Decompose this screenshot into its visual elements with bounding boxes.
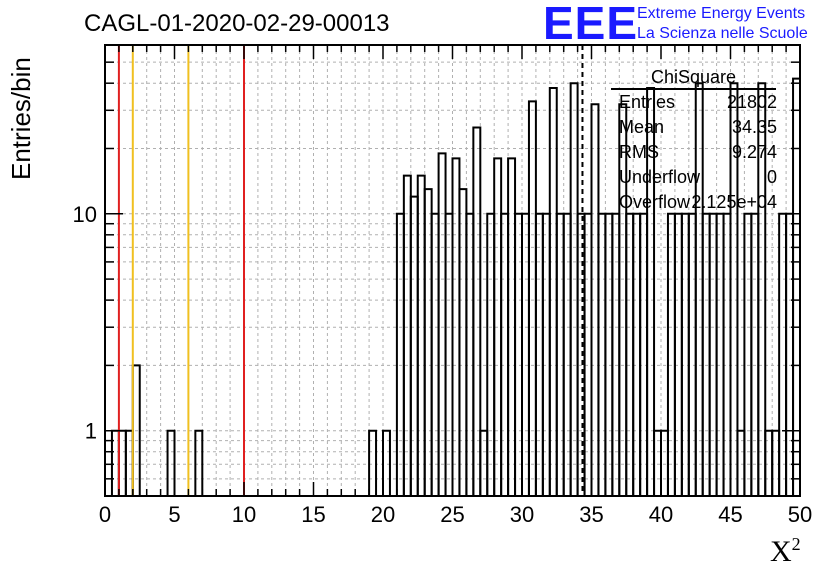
x-tick-label: 50 — [788, 502, 812, 527]
stats-label: Underflow — [619, 167, 701, 187]
histogram-bin — [521, 212, 530, 496]
x-tick-label: 35 — [579, 502, 603, 527]
histogram-bin — [541, 212, 551, 496]
histogram-bin — [701, 212, 711, 496]
histogram-bin — [785, 212, 795, 496]
histogram-bin — [562, 212, 572, 496]
histogram-bin — [409, 195, 419, 496]
histogram-bin — [632, 212, 642, 496]
x-axis-label: X2 — [770, 534, 801, 568]
histogram-bin — [625, 212, 635, 496]
stats-row-rms: RMS 9.274 — [611, 140, 777, 165]
x-tick-label: 25 — [440, 502, 464, 527]
logo-line-2: La Scienza nelle Scuole — [637, 25, 808, 42]
histogram-bin — [437, 152, 447, 496]
threshold-lines — [117, 45, 584, 496]
histogram-bin — [715, 212, 725, 496]
y-tick-label: 10 — [73, 202, 97, 227]
histogram-bin — [729, 82, 739, 496]
stats-row-overflow: Overflow 2.125e+04 — [611, 190, 777, 215]
histogram-bin — [743, 212, 753, 496]
histogram-bin — [639, 212, 649, 496]
histogram-bin — [792, 77, 801, 496]
histogram-bin — [611, 212, 621, 496]
y-axis-label: Entries/bin — [6, 57, 36, 180]
x-tick-label: 45 — [718, 502, 742, 527]
histogram-bin — [576, 212, 586, 496]
histogram-bin — [597, 212, 607, 496]
stats-box: ChiSquare Entries 21802 Mean 34.35 RMS 9… — [611, 66, 777, 215]
histogram-bin — [548, 87, 558, 496]
stats-value: 9.274 — [731, 142, 777, 162]
stats-row-mean: Mean 34.35 — [611, 115, 777, 140]
histogram-bin — [472, 126, 482, 496]
grid-lines — [105, 45, 800, 496]
stats-value: 2.125e+04 — [691, 192, 777, 212]
histogram-bin — [465, 212, 475, 496]
stats-title: ChiSquare — [611, 66, 776, 90]
histogram-bin — [583, 212, 593, 496]
stats-row-entries: Entries 21802 — [611, 90, 777, 115]
chart-title: CAGL-01-2020-02-29-00013 — [84, 10, 390, 37]
histogram-bin — [722, 212, 732, 496]
histogram-bin — [757, 82, 767, 496]
stats-value: 0 — [766, 167, 777, 187]
stats-value: 34.35 — [731, 117, 777, 137]
histogram-bin — [778, 212, 788, 496]
histogram-bin — [514, 212, 523, 496]
histogram-bin — [555, 212, 565, 496]
histogram-bin — [527, 100, 537, 496]
histogram-bin — [395, 212, 405, 496]
histogram-bin — [500, 212, 510, 496]
histogram-bin — [194, 429, 204, 496]
axis-ticks: 0 5 10 15 20 25 30 35 40 45 50 1 10 — [73, 45, 812, 527]
histogram-bin — [680, 212, 690, 496]
histogram-bin — [666, 212, 676, 496]
x-tick-label: 0 — [99, 502, 111, 527]
logo-caption: Extreme Energy Events La Scienza nelle S… — [637, 4, 808, 44]
stats-label: RMS — [619, 142, 659, 162]
stats-label: Mean — [619, 117, 665, 137]
histogram-bin — [534, 212, 544, 496]
x-tick-label: 10 — [232, 502, 256, 527]
histogram-bin — [382, 429, 391, 496]
stats-label: Overflow — [619, 192, 691, 212]
eee-logo: EEE — [543, 0, 639, 49]
x-tick-label: 15 — [301, 502, 325, 527]
logo-line-1: Extreme Energy Events — [637, 5, 806, 22]
histogram-bin — [486, 212, 496, 496]
x-tick-label: 5 — [168, 502, 180, 527]
x-tick-label: 20 — [371, 502, 395, 527]
histogram-bin — [569, 82, 579, 496]
stats-row-underflow: Underflow 0 — [611, 165, 777, 190]
histogram-bin — [750, 212, 760, 496]
histogram-bin — [604, 212, 614, 496]
y-tick-label: 1 — [85, 419, 97, 444]
histogram-bin — [708, 212, 718, 496]
histogram-bin — [368, 429, 378, 496]
histogram-bin — [687, 212, 697, 496]
histogram-bin — [166, 429, 176, 496]
x-tick-label: 30 — [510, 502, 534, 527]
histogram-bin — [673, 212, 683, 496]
stats-label: Entries — [619, 92, 676, 112]
histogram-bin — [430, 212, 440, 496]
x-tick-label: 40 — [649, 502, 673, 527]
histogram-bin — [444, 212, 454, 496]
stats-value: 21802 — [726, 92, 777, 112]
